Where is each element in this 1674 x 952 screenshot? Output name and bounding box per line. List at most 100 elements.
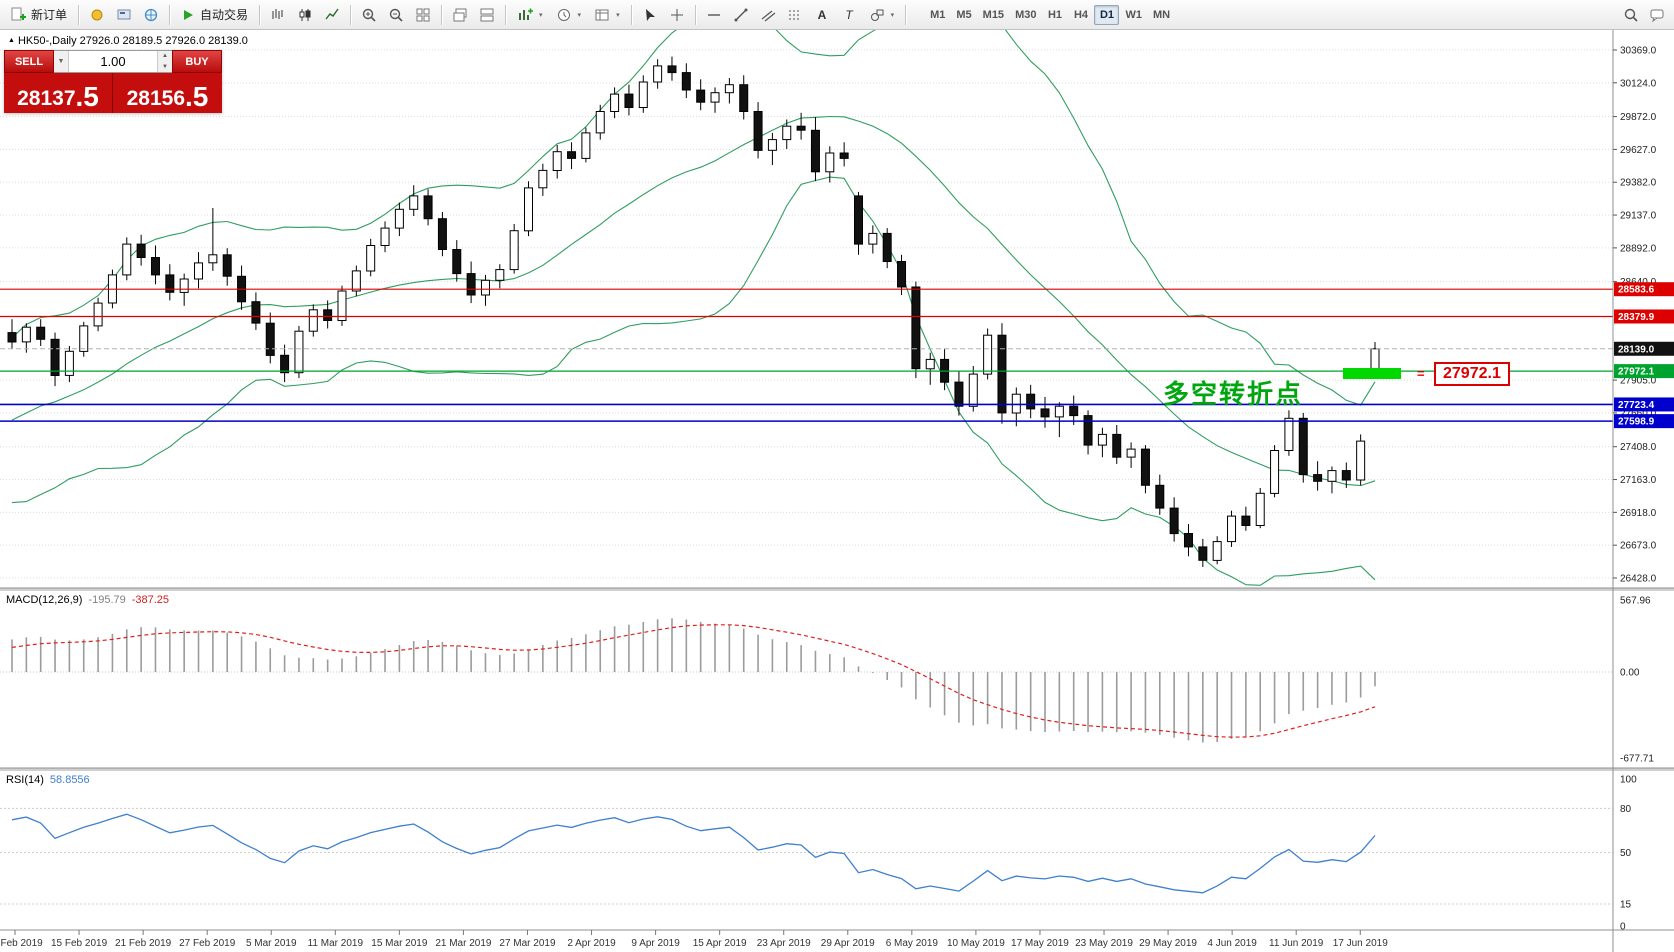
bull-candle bbox=[1284, 417, 1294, 451]
pivot-price-callout[interactable]: 27972.1 bbox=[1434, 362, 1510, 386]
crosshair-button[interactable] bbox=[664, 3, 690, 27]
search-button[interactable] bbox=[1618, 3, 1644, 27]
autotrading-button[interactable]: 自动交易 bbox=[175, 3, 254, 27]
bollinger-lower bbox=[11, 176, 1376, 586]
new-order-button[interactable]: 新订单 bbox=[4, 3, 73, 27]
bear-candle bbox=[1083, 415, 1093, 446]
panel-separator[interactable] bbox=[0, 768, 1674, 771]
gold-coin-icon bbox=[91, 9, 103, 20]
arrange-windows-button[interactable] bbox=[474, 3, 500, 27]
web-request-button[interactable] bbox=[138, 3, 164, 27]
bear-candle bbox=[50, 338, 60, 376]
bear-candle bbox=[839, 152, 849, 159]
sell-button[interactable]: SELL bbox=[4, 50, 54, 73]
bear-candle bbox=[1155, 484, 1165, 509]
timeframe-button-m1[interactable]: M1 bbox=[930, 8, 946, 21]
periods-button[interactable]: ▾ bbox=[550, 3, 588, 27]
price-badge bbox=[1614, 341, 1674, 356]
chart-symbol-icon: ▲ bbox=[8, 37, 15, 44]
add-indicator-button[interactable]: ▾ bbox=[511, 3, 549, 27]
channel-tool-button[interactable] bbox=[755, 3, 781, 27]
pivot-annotation-text[interactable]: 多空转折点 bbox=[1163, 379, 1304, 409]
price-axis[interactable]: 30369.0 30124.0 29872.0 29627.0 29382.0 29137… bbox=[1612, 30, 1674, 952]
timeframe-button-m5[interactable]: M5 bbox=[956, 8, 972, 21]
timeframe-button-mn[interactable]: MN bbox=[1152, 8, 1171, 21]
horizontal-line-tool-button[interactable] bbox=[701, 3, 727, 27]
label-tool-button[interactable]: T bbox=[836, 3, 862, 27]
volume-down-icon[interactable]: ▼ bbox=[158, 61, 172, 72]
zoom-in-button[interactable] bbox=[356, 3, 382, 27]
callout-connector: = bbox=[1417, 366, 1425, 381]
symbol-title: HK50-,Daily 27926.0 28189.5 27926.0 2813… bbox=[17, 35, 248, 47]
rsi-panel[interactable] bbox=[0, 807, 1613, 905]
time-tick-label: 6 May 2019 bbox=[886, 938, 939, 949]
cursor-icon bbox=[645, 8, 655, 21]
timeframe-button-d1[interactable]: D1 bbox=[1094, 4, 1120, 25]
price-chart-panel[interactable] bbox=[0, 30, 1613, 586]
shapes-tool-button[interactable]: ▾ bbox=[863, 3, 901, 27]
terminal-button[interactable] bbox=[111, 3, 137, 27]
candlestick-mode-button[interactable] bbox=[292, 3, 318, 27]
time-tick-label: 27 Feb 2019 bbox=[179, 938, 236, 949]
bull-candle bbox=[351, 270, 361, 292]
gold-symbol-button[interactable] bbox=[84, 3, 110, 27]
bear-candle bbox=[466, 273, 476, 296]
horizontal-line-icon bbox=[707, 13, 720, 16]
timeframe-button-h4[interactable]: H4 bbox=[1073, 8, 1088, 21]
bear-candle bbox=[1026, 393, 1036, 410]
bull-candle bbox=[581, 132, 591, 159]
pivot-highlight-bar[interactable] bbox=[1343, 368, 1401, 379]
macd-panel[interactable] bbox=[0, 618, 1613, 743]
time-tick-label: 11 Jun 2019 bbox=[1269, 938, 1324, 949]
bear-candle bbox=[280, 354, 290, 374]
cascade-windows-button[interactable] bbox=[447, 3, 473, 27]
toolbar-separator bbox=[78, 4, 80, 25]
toolbar-separator bbox=[694, 4, 696, 25]
dropdown-caret-icon: ▾ bbox=[577, 11, 582, 19]
time-tick-label: 4 Jun 2019 bbox=[1207, 938, 1257, 949]
zoom-out-button[interactable] bbox=[383, 3, 409, 27]
time-tick-label: 17 May 2019 bbox=[1011, 938, 1069, 949]
panel-separator[interactable] bbox=[0, 588, 1674, 591]
volume-dropdown-caret-icon[interactable]: ▼ bbox=[54, 51, 69, 72]
chat-button[interactable] bbox=[1644, 3, 1670, 27]
bull-candle bbox=[1011, 393, 1021, 414]
bear-candle bbox=[7, 332, 17, 343]
rsi-tick-label: 80 bbox=[1620, 804, 1632, 815]
time-axis[interactable]: 11 Feb 2019 15 Feb 2019 21 Feb 2019 27 Feb … bbox=[0, 929, 1674, 949]
price-tick-label: 28892.0 bbox=[1620, 243, 1657, 254]
bar-chart-mode-button[interactable] bbox=[265, 3, 291, 27]
time-tick-label: 23 May 2019 bbox=[1075, 938, 1133, 949]
volume-stepper: ▲ ▼ bbox=[157, 51, 172, 72]
bear-candle bbox=[452, 249, 462, 275]
toolbar-right-tools bbox=[1618, 3, 1670, 27]
toolbar-separator bbox=[905, 4, 907, 25]
bear-candle bbox=[222, 254, 232, 277]
tile-windows-button[interactable] bbox=[410, 3, 436, 27]
price-tick-label: 30124.0 bbox=[1620, 78, 1657, 89]
toolbar-separator bbox=[441, 4, 443, 25]
bear-candle bbox=[1183, 533, 1193, 548]
bull-candle bbox=[337, 290, 347, 321]
volume-up-icon[interactable]: ▲ bbox=[158, 51, 172, 62]
candlesticks bbox=[7, 56, 1380, 567]
bear-candle bbox=[796, 125, 806, 131]
volume-input[interactable] bbox=[69, 51, 157, 72]
line-chart-mode-button[interactable] bbox=[319, 3, 345, 27]
timeframe-button-w1[interactable]: W1 bbox=[1125, 8, 1142, 21]
templates-button[interactable]: ▾ bbox=[588, 3, 626, 27]
price-badge-label: 27723.4 bbox=[1618, 400, 1655, 411]
shapes-icon bbox=[870, 9, 884, 21]
timeframe-button-h1[interactable]: H1 bbox=[1047, 8, 1062, 21]
symbol-info: ▲ HK50-,Daily 27926.0 28189.5 27926.0 281… bbox=[8, 35, 248, 47]
bear-candle bbox=[36, 326, 46, 340]
timeframe-button-m15[interactable]: M15 bbox=[982, 8, 1005, 21]
cursor-button[interactable] bbox=[637, 3, 663, 27]
fibonacci-tool-button[interactable] bbox=[782, 3, 808, 27]
chart-canvas[interactable]: 30369.0 30124.0 29872.0 29627.0 29382.0 29137… bbox=[0, 30, 1674, 952]
trendline-tool-button[interactable] bbox=[728, 3, 754, 27]
timeframe-button-m30[interactable]: M30 bbox=[1015, 8, 1037, 21]
buy-button[interactable]: BUY bbox=[172, 50, 222, 73]
dropdown-caret-icon: ▾ bbox=[539, 11, 543, 19]
text-tool-button[interactable]: A bbox=[809, 3, 835, 27]
